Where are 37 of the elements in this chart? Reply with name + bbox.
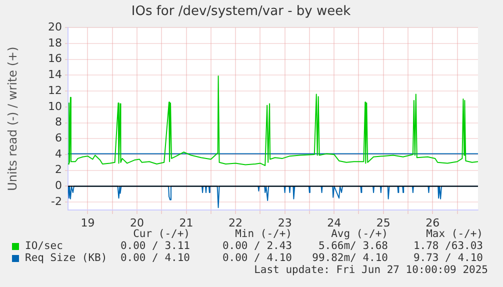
y-tick-label: 18 xyxy=(48,36,62,50)
x-tick-label: 26 xyxy=(426,216,440,230)
x-tick-label: 20 xyxy=(130,216,144,230)
y-tick-label: 14 xyxy=(48,68,62,82)
text: 9.73 / 4.10 xyxy=(413,252,483,264)
text: 5.66m/ 3.68 xyxy=(318,240,388,252)
y-tick-label: 10 xyxy=(48,100,62,113)
text: 99.82m/ 4.10 xyxy=(312,252,388,264)
x-tick-label: 22 xyxy=(228,216,243,230)
text: 0.00 / 4.10 xyxy=(222,252,292,264)
text: Last update: Fri Jun 27 10:00:09 2025 xyxy=(254,264,488,276)
y-tick-label: 8 xyxy=(55,116,62,129)
x-tick-label: 23 xyxy=(278,216,292,230)
text: Cur (-/+) xyxy=(133,228,190,240)
legend-label: Req Size (KB) xyxy=(25,252,108,264)
x-tick-label: 25 xyxy=(376,216,390,230)
text: 0.00 / 4.10 xyxy=(120,252,190,264)
y-tick-label: 16 xyxy=(48,52,62,66)
text: Avg (-/+) xyxy=(331,228,388,240)
text: 1.78 /63.03 xyxy=(413,240,483,252)
legend-label: IO/sec xyxy=(25,240,63,252)
y-tick-label: 6 xyxy=(55,131,62,144)
text: Max (-/+) xyxy=(426,228,483,240)
y-tick-label: 2 xyxy=(55,163,62,176)
y-tick-label: 20 xyxy=(48,20,62,34)
text: Min (-/+) xyxy=(235,228,292,240)
y-tick-label: 0 xyxy=(55,179,62,192)
y-tick-label: 12 xyxy=(48,84,62,97)
chart-title: IOs for /dev/system/var - by week xyxy=(131,4,352,20)
y-tick-label: 4 xyxy=(55,147,62,160)
y-tick-label: -2 xyxy=(51,194,62,208)
x-tick-label: 24 xyxy=(327,216,342,230)
text: 0.00 / 3.11 xyxy=(120,240,190,252)
x-tick-label: 21 xyxy=(179,216,194,230)
y-axis-title: Units read (-) / write (+) xyxy=(5,46,20,191)
x-tick-label: 19 xyxy=(80,216,95,230)
text: 0.00 / 2.43 xyxy=(222,240,292,252)
